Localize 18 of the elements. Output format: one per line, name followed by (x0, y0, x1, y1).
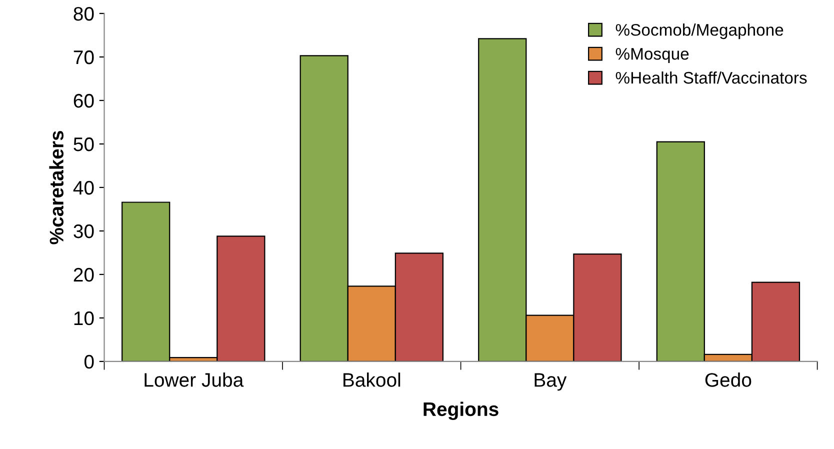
x-tick-label: Gedo (705, 372, 752, 387)
y-tick-label: 80 (74, 6, 94, 21)
y-tick-label: 60 (74, 94, 94, 108)
y-tick-label: 40 (73, 180, 94, 195)
x-tick-label: Bay (534, 373, 567, 391)
y-axis-title: %caretakers (49, 130, 64, 244)
legend-label: %Socmob/Megaphone (616, 24, 784, 40)
y-tick-label: 20 (74, 268, 94, 282)
y-tick-label: 50 (74, 137, 94, 152)
y-tick-label: 70 (74, 50, 94, 64)
y-tick-label: 30 (74, 224, 94, 238)
x-tick-label: Lower Juba (144, 372, 244, 387)
x-tick-label: Bakool (344, 372, 400, 387)
x-axis-title: Regions (424, 402, 498, 420)
y-tick-label: 10 (74, 311, 94, 326)
legend-label: %Health Staff/Vaccinators (616, 71, 807, 84)
legend-label: %Mosque (616, 48, 689, 64)
y-tick-label: 0 (84, 354, 94, 369)
